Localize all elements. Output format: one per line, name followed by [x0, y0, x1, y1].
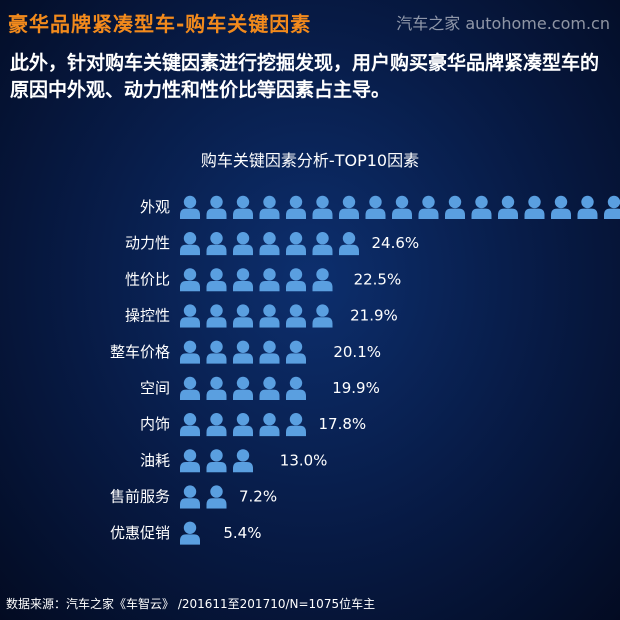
person-icon	[259, 376, 280, 400]
person-icon	[180, 304, 200, 328]
person-icon	[233, 413, 253, 437]
person-icon-partial	[312, 340, 328, 364]
person-icon	[259, 268, 280, 292]
person-icon	[286, 413, 306, 437]
value-label: 5.4%	[223, 524, 261, 542]
person-icon	[206, 268, 227, 292]
person-icon	[498, 195, 518, 219]
category-label: 空间	[140, 379, 170, 397]
category-label: 整车价格	[110, 343, 170, 361]
value-label: 19.9%	[332, 379, 380, 397]
value-label: 13.0%	[280, 451, 328, 469]
watermark: 汽车之家 autohome.com.cn	[396, 14, 610, 33]
person-icon	[180, 485, 200, 509]
person-icon	[206, 304, 227, 328]
person-icon-partial	[312, 376, 327, 400]
person-icon	[286, 232, 306, 256]
person-icon	[206, 485, 227, 509]
data-source: 数据来源：汽车之家《车智云》 /201611至201710/N=1075位车主	[6, 597, 376, 611]
person-icon	[206, 340, 227, 364]
page-title: 豪华品牌紧凑型车-购车关键因素	[8, 12, 312, 36]
person-icon	[445, 195, 465, 219]
person-icon	[286, 304, 306, 328]
person-icon	[180, 376, 200, 400]
person-icon	[286, 340, 306, 364]
person-icon	[233, 340, 253, 364]
person-icon	[312, 268, 333, 292]
category-label: 优惠促销	[110, 524, 170, 542]
person-icon	[339, 232, 359, 256]
person-icon	[312, 232, 333, 256]
person-icon	[206, 232, 227, 256]
value-label: 20.1%	[333, 343, 381, 361]
chart-title: 购车关键因素分析-TOP10因素	[200, 151, 420, 170]
person-icon	[233, 195, 253, 219]
person-icon	[392, 195, 412, 219]
person-icon	[312, 304, 333, 328]
value-label: 24.6%	[372, 234, 420, 252]
person-icon	[206, 195, 227, 219]
category-label: 内饰	[140, 415, 170, 433]
person-icon	[339, 195, 359, 219]
person-icon	[233, 232, 253, 256]
person-icon	[233, 449, 253, 473]
person-icon	[365, 195, 386, 219]
person-icon	[286, 376, 306, 400]
person-icon	[471, 195, 492, 219]
value-label: 21.9%	[350, 307, 398, 325]
person-icon	[233, 304, 253, 328]
category-label: 油耗	[140, 451, 170, 469]
person-icon	[551, 195, 571, 219]
person-icon	[180, 449, 200, 473]
person-icon	[524, 195, 545, 219]
value-label: 7.2%	[239, 488, 277, 506]
person-icon	[604, 195, 620, 219]
person-icon	[180, 195, 200, 219]
person-icon	[259, 340, 280, 364]
person-icon	[418, 195, 439, 219]
category-label: 售前服务	[110, 488, 170, 506]
value-label: 17.8%	[319, 415, 367, 433]
person-icon-partial	[259, 449, 274, 473]
person-icon	[233, 268, 253, 292]
person-icon	[286, 195, 306, 219]
person-icon	[259, 232, 280, 256]
person-icon	[259, 413, 280, 437]
person-icon	[233, 376, 253, 400]
category-label: 外观	[140, 198, 170, 216]
person-icon	[206, 413, 227, 437]
person-icon	[180, 413, 200, 437]
person-icon	[259, 304, 280, 328]
person-icon	[259, 195, 280, 219]
person-icon	[312, 195, 333, 219]
person-icon	[206, 376, 227, 400]
intro-text: 此外，针对购车关键因素进行挖掘发现，用户购买豪华品牌紧凑型车的原因中外观、动力性…	[10, 52, 600, 101]
person-icon	[180, 268, 200, 292]
person-icon	[577, 195, 598, 219]
person-icon	[206, 449, 227, 473]
category-label: 性价比	[125, 270, 170, 288]
category-label: 操控性	[125, 307, 170, 325]
value-label: 22.5%	[354, 270, 402, 288]
category-label: 动力性	[125, 234, 170, 252]
person-icon	[180, 340, 200, 364]
person-icon	[180, 232, 200, 256]
person-icon	[180, 521, 200, 545]
person-icon	[286, 268, 306, 292]
